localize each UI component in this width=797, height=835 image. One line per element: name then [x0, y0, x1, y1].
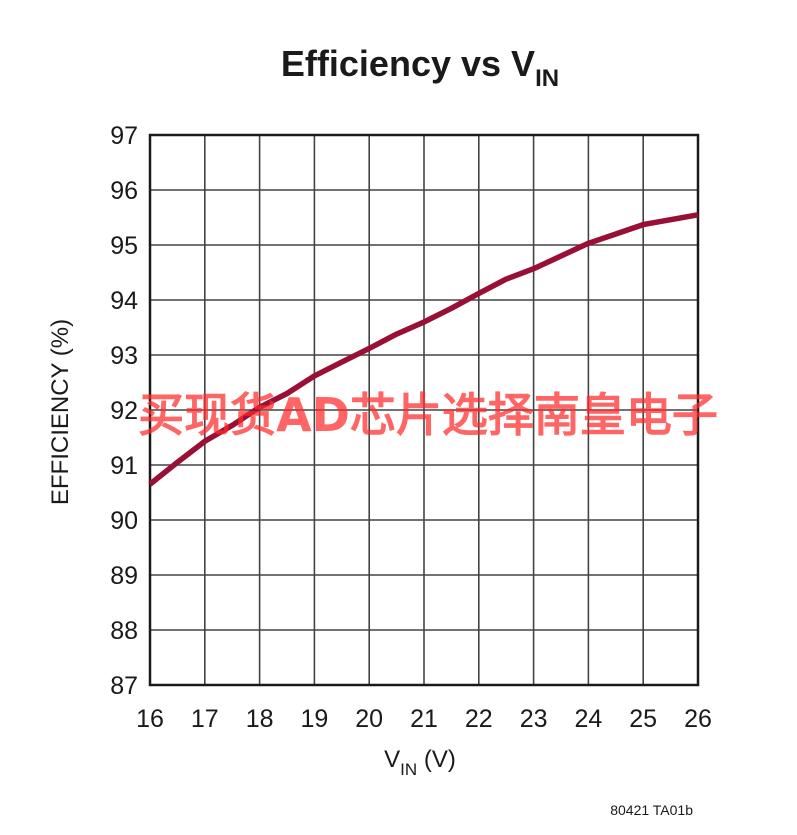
x-tick-label: 25 [629, 705, 657, 733]
x-axis-label-main: V [384, 746, 400, 773]
y-tick-label: 92 [110, 397, 138, 425]
x-tick-label: 24 [574, 705, 602, 733]
x-tick-label: 21 [410, 705, 438, 733]
series-layer [148, 212, 699, 487]
y-tick-label: 94 [110, 287, 138, 315]
y-tick-label: 90 [110, 507, 138, 535]
x-axis-label-subscript: IN [400, 760, 417, 779]
y-tick-label: 95 [110, 232, 138, 260]
x-axis-label: VIN (V) [384, 746, 456, 779]
y-tick-label: 91 [110, 452, 138, 480]
watermark-text: 买现货AD芯片选择南皇电子 [138, 388, 718, 442]
x-tick-label: 23 [520, 705, 548, 733]
y-tick-label: 93 [110, 342, 138, 370]
y-tick-label: 96 [110, 177, 138, 205]
y-tick-label: 87 [110, 672, 138, 700]
y-tick-label: 89 [110, 562, 138, 590]
x-tick-label: 17 [191, 705, 219, 733]
x-tick-label: 16 [136, 705, 164, 733]
chart-title-subscript: IN [535, 65, 559, 92]
x-tick-label: 26 [684, 705, 712, 733]
x-tick-label: 20 [355, 705, 383, 733]
y-tick-label: 88 [110, 617, 138, 645]
x-tick-label: 19 [300, 705, 328, 733]
plot-frame [148, 133, 700, 687]
x-axis-label-unit: (V) [417, 746, 456, 773]
grid [150, 135, 698, 685]
x-tick-label: 18 [246, 705, 274, 733]
chart-title-text: Efficiency vs V [281, 43, 535, 84]
efficiency-series-line [148, 212, 699, 487]
figure-code: 80421 TA01b [610, 802, 693, 818]
chart-title: Efficiency vs VIN [281, 43, 559, 92]
y-axis-ticks: 87 88 89 90 91 92 93 94 95 96 97 [110, 122, 138, 700]
x-axis-ticks: 16 17 18 19 20 21 22 23 24 25 26 [136, 705, 712, 733]
y-tick-label: 97 [110, 122, 138, 150]
x-tick-label: 22 [465, 705, 493, 733]
y-axis-label: EFFICIENCY (%) [47, 319, 74, 505]
